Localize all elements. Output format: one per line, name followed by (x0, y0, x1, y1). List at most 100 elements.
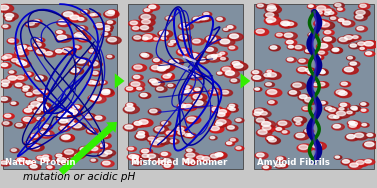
Circle shape (17, 158, 25, 162)
Circle shape (56, 154, 62, 157)
Circle shape (141, 14, 150, 19)
Circle shape (3, 13, 18, 20)
Circle shape (161, 152, 167, 155)
Circle shape (337, 37, 352, 44)
Circle shape (86, 128, 98, 134)
Circle shape (8, 39, 15, 42)
Circle shape (88, 49, 97, 53)
Circle shape (356, 41, 369, 47)
Circle shape (229, 107, 238, 112)
Circle shape (276, 156, 286, 161)
Circle shape (337, 7, 345, 11)
Circle shape (205, 54, 222, 62)
Circle shape (90, 14, 95, 16)
Circle shape (166, 131, 173, 135)
Circle shape (290, 91, 297, 94)
Circle shape (166, 17, 172, 19)
Circle shape (58, 20, 67, 24)
Circle shape (144, 9, 150, 11)
Circle shape (106, 20, 115, 25)
Circle shape (363, 41, 377, 48)
Circle shape (1, 63, 8, 67)
Circle shape (0, 79, 14, 86)
Circle shape (71, 68, 79, 72)
Circle shape (295, 122, 303, 126)
Circle shape (152, 65, 160, 70)
Circle shape (320, 102, 325, 104)
Circle shape (265, 82, 274, 87)
Circle shape (71, 123, 86, 130)
Circle shape (150, 139, 166, 147)
Circle shape (57, 19, 72, 27)
Circle shape (7, 38, 18, 44)
Circle shape (55, 157, 71, 165)
Circle shape (349, 124, 356, 127)
Circle shape (355, 160, 368, 167)
Circle shape (20, 45, 27, 49)
Circle shape (284, 33, 293, 37)
Circle shape (95, 116, 102, 119)
Circle shape (351, 106, 357, 109)
Circle shape (331, 17, 336, 20)
Circle shape (303, 97, 319, 105)
Circle shape (47, 166, 52, 168)
Circle shape (276, 127, 282, 130)
Circle shape (105, 89, 112, 93)
Circle shape (55, 49, 62, 53)
Circle shape (26, 141, 33, 145)
Circle shape (150, 79, 156, 83)
Circle shape (230, 139, 235, 141)
Circle shape (1, 97, 8, 101)
Circle shape (227, 26, 233, 28)
Circle shape (337, 8, 342, 10)
Circle shape (254, 87, 262, 91)
Circle shape (339, 102, 350, 108)
Circle shape (215, 53, 224, 58)
Circle shape (81, 10, 90, 14)
Circle shape (127, 147, 136, 151)
Circle shape (347, 135, 355, 139)
Circle shape (95, 24, 103, 27)
Circle shape (30, 165, 37, 168)
Circle shape (209, 136, 217, 140)
Circle shape (350, 44, 357, 47)
Circle shape (287, 22, 294, 25)
Circle shape (311, 9, 321, 14)
Circle shape (317, 50, 328, 56)
Circle shape (323, 30, 334, 35)
Circle shape (129, 81, 145, 89)
Circle shape (92, 13, 101, 17)
Circle shape (352, 36, 358, 39)
Circle shape (156, 66, 170, 73)
Circle shape (178, 23, 193, 30)
Circle shape (267, 20, 275, 24)
Circle shape (288, 45, 293, 48)
Circle shape (36, 117, 45, 121)
Circle shape (23, 117, 31, 121)
Circle shape (293, 83, 302, 87)
Circle shape (302, 106, 312, 111)
Circle shape (22, 88, 31, 92)
Circle shape (341, 82, 347, 85)
Circle shape (269, 45, 280, 51)
Circle shape (125, 106, 134, 111)
Circle shape (164, 164, 170, 167)
Circle shape (101, 90, 110, 95)
Circle shape (360, 47, 364, 49)
FancyBboxPatch shape (129, 5, 243, 169)
Circle shape (103, 161, 110, 165)
Circle shape (78, 153, 84, 156)
Circle shape (331, 48, 343, 53)
Circle shape (102, 89, 110, 93)
Circle shape (314, 20, 330, 28)
Circle shape (183, 158, 199, 165)
Circle shape (269, 101, 274, 103)
Circle shape (64, 150, 74, 154)
Circle shape (341, 20, 355, 27)
Circle shape (221, 90, 228, 94)
Circle shape (63, 149, 78, 157)
Circle shape (235, 146, 244, 151)
Circle shape (93, 13, 98, 16)
Circle shape (137, 87, 142, 90)
Circle shape (199, 16, 206, 20)
